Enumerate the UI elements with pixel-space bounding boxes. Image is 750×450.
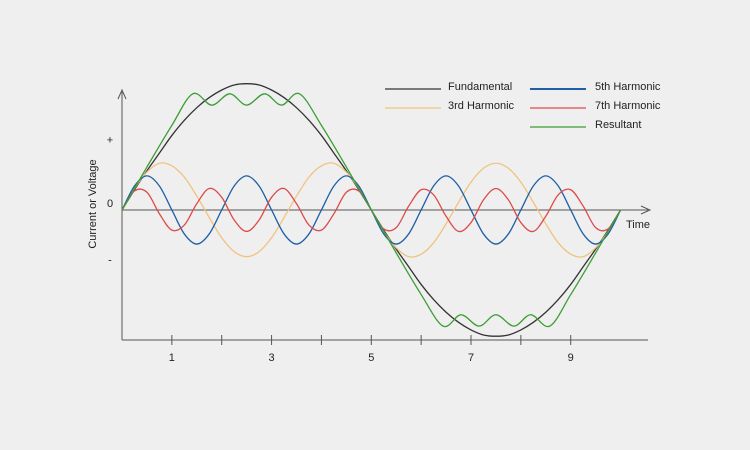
x-arrow [640, 205, 652, 215]
x-axis-label: Time [626, 219, 650, 231]
legend-label: Fundamental [448, 81, 512, 93]
y-tick-label: + [107, 135, 113, 147]
legend-label: 3rd Harmonic [448, 100, 515, 112]
legend-label: Resultant [595, 119, 641, 131]
series-line [121, 92, 622, 328]
x-tick-label: 7 [468, 352, 474, 364]
y-tick-label: - [108, 255, 112, 267]
x-tick-label: 9 [568, 352, 574, 364]
legend-label: 7th Harmonic [595, 100, 661, 112]
y-arrow [117, 88, 127, 100]
x-tick-label: 5 [368, 352, 374, 364]
x-tick-label: 3 [269, 352, 275, 364]
y-tick-label: 0 [107, 198, 113, 210]
legend-label: 5th Harmonic [595, 81, 661, 93]
y-axis-label: Current or Voltage [87, 159, 99, 248]
x-tick-label: 1 [169, 352, 175, 364]
